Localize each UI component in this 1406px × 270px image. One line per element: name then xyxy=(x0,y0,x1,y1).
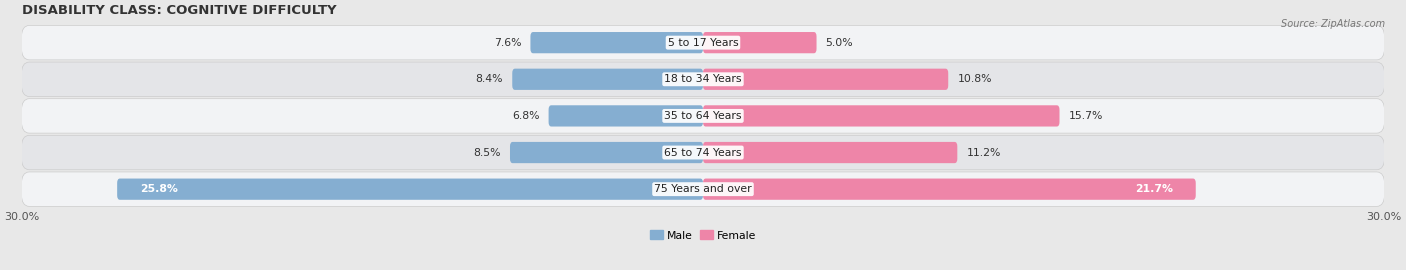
FancyBboxPatch shape xyxy=(21,25,1385,60)
FancyBboxPatch shape xyxy=(548,105,703,127)
Text: 6.8%: 6.8% xyxy=(512,111,540,121)
Text: 11.2%: 11.2% xyxy=(966,147,1001,157)
FancyBboxPatch shape xyxy=(703,142,957,163)
FancyBboxPatch shape xyxy=(512,69,703,90)
FancyBboxPatch shape xyxy=(21,62,1385,96)
Text: 15.7%: 15.7% xyxy=(1069,111,1102,121)
Legend: Male, Female: Male, Female xyxy=(645,226,761,245)
FancyBboxPatch shape xyxy=(703,69,948,90)
Text: Source: ZipAtlas.com: Source: ZipAtlas.com xyxy=(1281,19,1385,29)
FancyBboxPatch shape xyxy=(21,99,1385,133)
FancyBboxPatch shape xyxy=(21,172,1385,206)
Text: 5.0%: 5.0% xyxy=(825,38,853,48)
FancyBboxPatch shape xyxy=(117,178,703,200)
FancyBboxPatch shape xyxy=(510,142,703,163)
Text: 65 to 74 Years: 65 to 74 Years xyxy=(664,147,742,157)
Text: 75 Years and over: 75 Years and over xyxy=(654,184,752,194)
FancyBboxPatch shape xyxy=(703,178,1195,200)
Text: 18 to 34 Years: 18 to 34 Years xyxy=(664,74,742,84)
Text: 25.8%: 25.8% xyxy=(139,184,177,194)
Text: 7.6%: 7.6% xyxy=(494,38,522,48)
Text: 8.4%: 8.4% xyxy=(475,74,503,84)
Text: 35 to 64 Years: 35 to 64 Years xyxy=(664,111,742,121)
FancyBboxPatch shape xyxy=(21,135,1385,170)
Text: 21.7%: 21.7% xyxy=(1135,184,1173,194)
Text: 10.8%: 10.8% xyxy=(957,74,991,84)
Text: 5 to 17 Years: 5 to 17 Years xyxy=(668,38,738,48)
Text: 8.5%: 8.5% xyxy=(474,147,501,157)
Text: DISABILITY CLASS: COGNITIVE DIFFICULTY: DISABILITY CLASS: COGNITIVE DIFFICULTY xyxy=(21,4,336,17)
FancyBboxPatch shape xyxy=(703,32,817,53)
FancyBboxPatch shape xyxy=(703,105,1060,127)
FancyBboxPatch shape xyxy=(530,32,703,53)
